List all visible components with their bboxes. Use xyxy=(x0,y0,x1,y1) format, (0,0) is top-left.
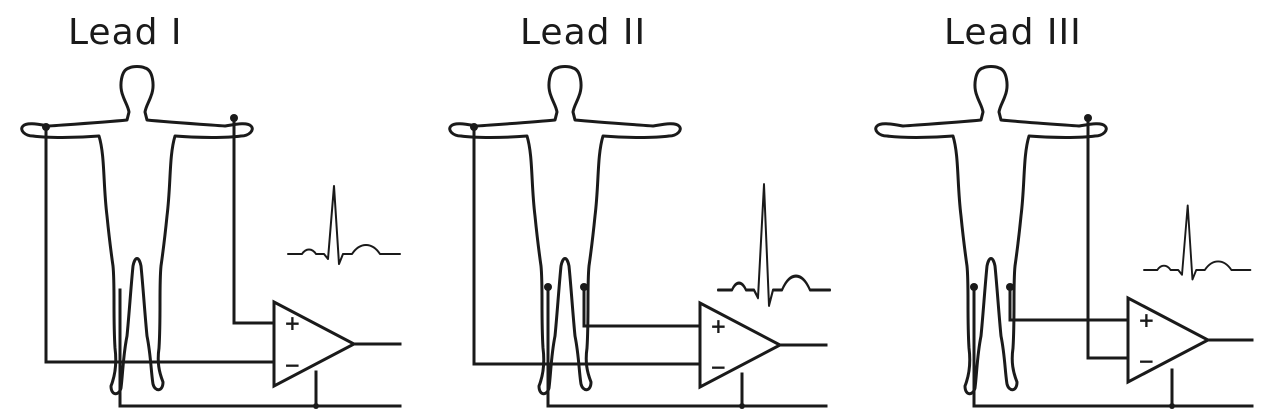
lead-1-electrode-right-arm xyxy=(42,123,50,131)
lead-2-electrode-right-arm xyxy=(470,123,478,131)
lead-3-ground-junction xyxy=(1169,403,1175,409)
lead-2-panel: Lead II + − xyxy=(448,12,832,409)
lead-2-electrode-left-leg xyxy=(580,283,588,291)
lead-1-ecg-waveform xyxy=(287,185,401,265)
lead-3-electrode-left-leg xyxy=(1006,283,1014,291)
lead-1-title: Lead I xyxy=(68,12,183,53)
lead-2-body-figure xyxy=(448,65,682,396)
lead-3-panel: Lead III + − xyxy=(874,12,1254,409)
lead-2-ecg-waveform xyxy=(716,183,832,308)
lead-3-wires xyxy=(972,116,1254,408)
lead-3-plus-sign: + xyxy=(1138,308,1155,332)
lead-1-minus-sign: − xyxy=(284,353,301,377)
lead-3-electrode-right-leg xyxy=(970,283,978,291)
lead-3-ecg-waveform xyxy=(1143,204,1252,281)
lead-2-wires xyxy=(472,125,828,408)
lead-1-electrode-left-arm xyxy=(230,114,238,122)
lead-2-plus-sign: + xyxy=(710,314,727,338)
lead-2-electrode-right-leg xyxy=(544,283,552,291)
lead-3-minus-sign: − xyxy=(1138,349,1155,373)
lead-3-title: Lead III xyxy=(944,12,1082,53)
lead-3-electrode-left-arm xyxy=(1084,114,1092,122)
lead-1-body-figure xyxy=(20,65,254,396)
lead-1-ground-junction xyxy=(313,403,319,409)
lead-3-body-figure xyxy=(874,65,1108,396)
lead-2-minus-sign: − xyxy=(710,355,727,379)
lead-1-plus-sign: + xyxy=(284,311,301,335)
lead-2-ground-junction xyxy=(739,403,745,409)
lead-1-panel: Lead I + − xyxy=(20,12,402,409)
lead-1-wires xyxy=(44,116,402,408)
lead-2-title: Lead II xyxy=(520,12,646,53)
